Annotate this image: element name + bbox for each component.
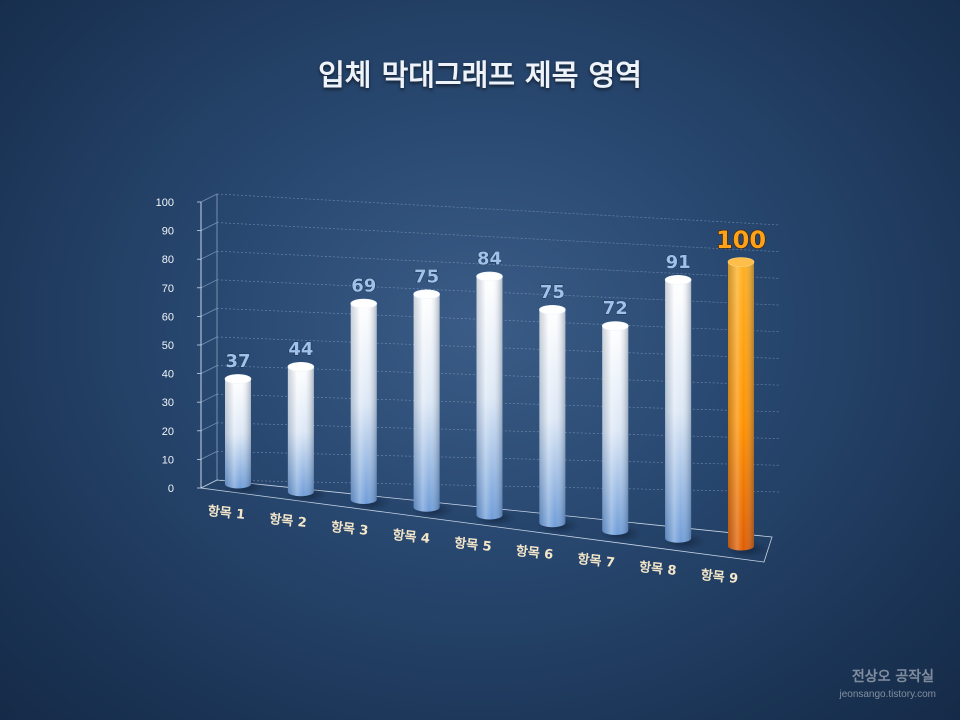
bar-6 <box>537 304 580 535</box>
category-label: 항목 7 <box>577 551 616 571</box>
y-tick-label: 30 <box>162 397 174 409</box>
bar-8 <box>663 275 706 550</box>
y-tick-label: 90 <box>162 226 174 238</box>
y-tick-label: 40 <box>162 369 174 381</box>
y-tick-label: 20 <box>162 426 174 438</box>
category-label: 항목 8 <box>638 559 677 579</box>
category-label: 항목 9 <box>700 567 739 587</box>
y-tick-label: 60 <box>162 311 174 323</box>
value-label: 44 <box>288 339 313 360</box>
category-label: 항목 5 <box>453 535 492 555</box>
bar-1 <box>223 374 265 496</box>
watermark-url: jeonsango.tistory.com <box>839 689 936 700</box>
value-label: 69 <box>351 276 376 297</box>
value-label: 100 <box>716 226 766 254</box>
category-label: 항목 4 <box>392 527 431 547</box>
y-tick-label: 0 <box>168 483 174 495</box>
category-label: 항목 3 <box>330 519 369 539</box>
value-label: 37 <box>225 351 250 372</box>
value-label: 75 <box>414 266 439 287</box>
value-label: 91 <box>666 252 691 273</box>
y-tick-label: 70 <box>162 283 174 295</box>
y-tick-label: 50 <box>162 340 174 352</box>
bar-2 <box>285 361 328 504</box>
bar-9 <box>726 257 768 558</box>
value-label: 72 <box>603 298 628 319</box>
bar-4 <box>411 289 454 519</box>
y-tick-label: 10 <box>162 454 174 466</box>
chart-title: 입체 막대그래프 제목 영역 <box>318 58 642 92</box>
value-label: 84 <box>477 248 502 269</box>
bar-3 <box>348 298 391 511</box>
y-tick-label: 100 <box>156 197 174 209</box>
watermark-name: 전상오 공작실 <box>851 669 934 685</box>
bar-5 <box>474 271 517 527</box>
bar-7 <box>600 321 643 542</box>
category-label: 항목 2 <box>269 511 308 531</box>
category-label: 항목 1 <box>207 503 246 523</box>
labels-layer: 37 항목 1 44 항목 2 69 항목 3 75 항목 4 84 항목 5 75 항목 6 72 항목… <box>207 225 767 587</box>
y-tick-label: 80 <box>162 254 174 266</box>
category-label: 항목 6 <box>515 543 554 563</box>
bars-layer <box>223 257 768 558</box>
value-label: 75 <box>540 282 565 303</box>
